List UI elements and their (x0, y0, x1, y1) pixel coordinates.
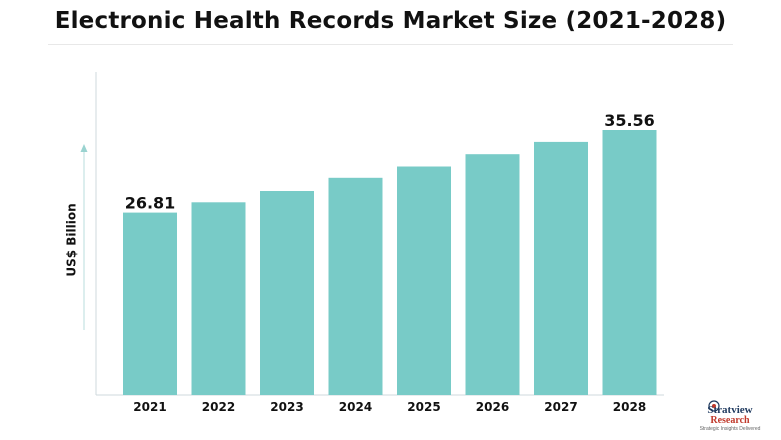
data-label-2028: 35.56 (604, 111, 655, 130)
y-label-arrow-head (80, 144, 88, 152)
data-labels: 26.81 35.56 (125, 111, 655, 213)
x-tick-label-2022: 2022 (202, 400, 235, 414)
chart-title: Electronic Health Records Market Size (2… (54, 8, 727, 34)
bar-2022 (191, 202, 246, 395)
x-tick-labels: 2021 2022 2023 2024 2025 2026 2027 2028 (133, 400, 646, 414)
data-label-2021: 26.81 (125, 194, 176, 213)
bar-2027 (534, 141, 588, 395)
stratview-logo: Stratview Research Strategic Insights De… (684, 398, 776, 434)
x-tick-label-2026: 2026 (476, 400, 509, 414)
x-tick-label-2021: 2021 (133, 400, 166, 414)
logo-tagline: Strategic Insights Delivered (699, 426, 761, 432)
bar-2026 (465, 154, 520, 395)
bars (123, 130, 657, 395)
logo-name: Stratview (707, 404, 753, 416)
bar-2024 (328, 177, 383, 395)
bar-2021 (123, 212, 177, 395)
bar-2023 (260, 191, 314, 395)
x-tick-label-2028: 2028 (613, 400, 646, 414)
x-tick-label-2023: 2023 (270, 400, 303, 414)
bar-2025 (397, 166, 451, 395)
x-tick-label-2025: 2025 (407, 400, 440, 414)
x-tick-label-2027: 2027 (544, 400, 577, 414)
y-axis-label: US$ Billion (65, 203, 79, 276)
bar-2028 (602, 130, 657, 395)
title-underline (48, 44, 733, 45)
logo-sub: Research (710, 415, 750, 426)
x-tick-label-2024: 2024 (339, 400, 372, 414)
target-icon (708, 400, 720, 412)
